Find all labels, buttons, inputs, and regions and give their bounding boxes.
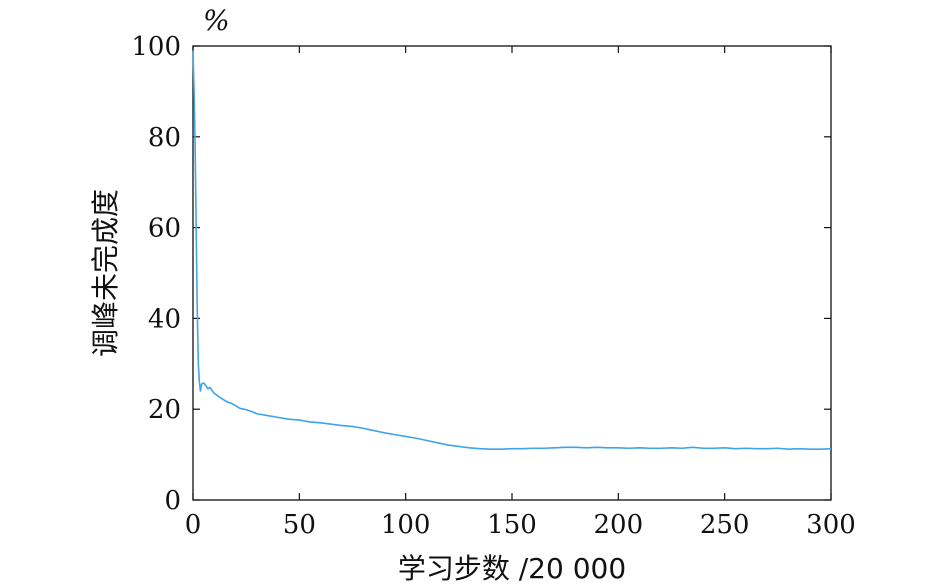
x-tick-label: 100 xyxy=(381,510,431,540)
plot-frame xyxy=(192,45,832,501)
x-tick-label: 0 xyxy=(185,510,202,540)
y-axis-unit: % xyxy=(203,4,230,37)
x-axis-label: 学习步数 /20 000 xyxy=(398,552,626,585)
y-tick-label: 20 xyxy=(148,395,181,425)
series-line-0 xyxy=(192,50,832,450)
y-tick-label: 0 xyxy=(164,486,181,516)
y-tick-label: 100 xyxy=(131,32,181,62)
y-tick-label: 40 xyxy=(148,304,181,334)
y-tick-label: 80 xyxy=(148,123,181,153)
plot-border xyxy=(192,45,832,501)
x-tick-label: 50 xyxy=(283,510,316,540)
y-axis-ticks: 0 20 40 60 80 100 xyxy=(131,32,831,516)
x-tick-label: 300 xyxy=(806,510,856,540)
x-tick-label: 250 xyxy=(700,510,750,540)
series-layer xyxy=(192,50,832,450)
x-axis-ticks: 0 50 100 150 200 250 300 xyxy=(185,46,856,540)
y-axis-label: 调峰未完成度 xyxy=(89,189,122,357)
x-tick-label: 150 xyxy=(487,510,537,540)
x-tick-label: 200 xyxy=(594,510,644,540)
y-tick-label: 60 xyxy=(148,214,181,244)
